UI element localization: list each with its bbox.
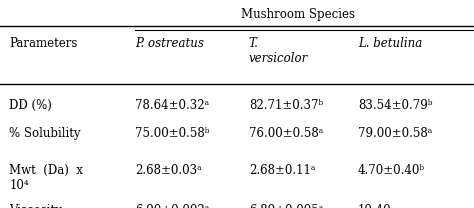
Text: 2.68±0.03ᵃ: 2.68±0.03ᵃ — [135, 164, 202, 177]
Text: 75.00±0.58ᵇ: 75.00±0.58ᵇ — [135, 127, 210, 140]
Text: L. betulina: L. betulina — [358, 37, 422, 50]
Text: 78.64±0.32ᵃ: 78.64±0.32ᵃ — [135, 99, 209, 112]
Text: Mwt  (Da)  x
10⁴: Mwt (Da) x 10⁴ — [9, 164, 83, 192]
Text: P. ostreatus: P. ostreatus — [135, 37, 204, 50]
Text: 83.54±0.79ᵇ: 83.54±0.79ᵇ — [358, 99, 432, 112]
Text: Mushroom Species: Mushroom Species — [241, 8, 355, 21]
Text: 10.40
±0.007ᵇ: 10.40 ±0.007ᵇ — [358, 204, 406, 208]
Text: Parameters: Parameters — [9, 37, 78, 50]
Text: DD (%): DD (%) — [9, 99, 52, 112]
Text: Viscosity
(cPs) x 10⁻²: Viscosity (cPs) x 10⁻² — [9, 204, 79, 208]
Text: 76.00±0.58ᵃ: 76.00±0.58ᵃ — [249, 127, 323, 140]
Text: 4.70±0.40ᵇ: 4.70±0.40ᵇ — [358, 164, 425, 177]
Text: 79.00±0.58ᵃ: 79.00±0.58ᵃ — [358, 127, 432, 140]
Text: % Solubility: % Solubility — [9, 127, 81, 140]
Text: 82.71±0.37ᵇ: 82.71±0.37ᵇ — [249, 99, 323, 112]
Text: 6.90±0.002ᵃ: 6.90±0.002ᵃ — [135, 204, 210, 208]
Text: 6.89±0.005ᵃ: 6.89±0.005ᵃ — [249, 204, 323, 208]
Text: T.
versicolor: T. versicolor — [249, 37, 308, 66]
Text: 2.68±0.11ᵃ: 2.68±0.11ᵃ — [249, 164, 315, 177]
